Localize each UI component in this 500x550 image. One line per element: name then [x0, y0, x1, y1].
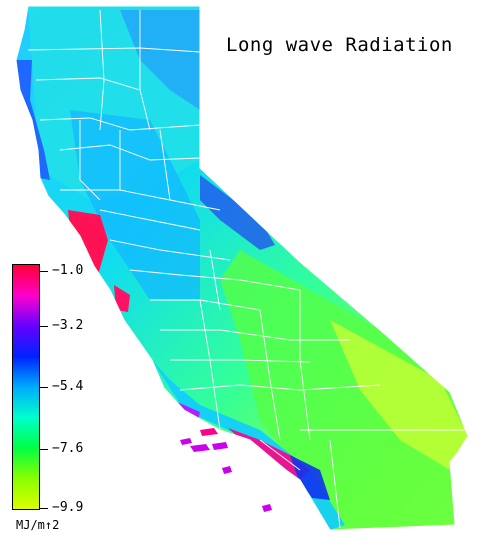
legend-tick-label: −7.6 [52, 441, 84, 456]
north-coast-edge [16, 60, 50, 180]
legend-tick-mark [40, 508, 48, 509]
legend-tick-mark [40, 387, 48, 388]
desert-zone [220, 250, 468, 530]
sierra-zone [200, 175, 275, 250]
bay-area-zone [68, 210, 108, 275]
legend-tick-label: −3.2 [52, 318, 84, 333]
legend-tick-mark [40, 271, 48, 272]
state-outline [15, 5, 469, 531]
central-valley-zone [70, 110, 200, 300]
county-lines [27, 9, 468, 529]
map-title: Long wave Radiation [226, 34, 453, 56]
monterey-zone [114, 285, 130, 312]
legend-tick-mark [40, 326, 48, 327]
legend-tick-label: −1.0 [52, 263, 84, 278]
legend-tick-label: −5.4 [52, 379, 84, 394]
legend-tick-label: −9.9 [52, 500, 84, 515]
channel-islands [180, 428, 272, 512]
southern-coast-zone [152, 360, 345, 530]
far-desert-zone [330, 320, 468, 470]
legend-units: MJ/m↑2 [16, 518, 60, 532]
legend-tick-mark [40, 449, 48, 450]
legend-colorbar [12, 264, 40, 510]
san-diego-coast-zone [290, 455, 330, 500]
